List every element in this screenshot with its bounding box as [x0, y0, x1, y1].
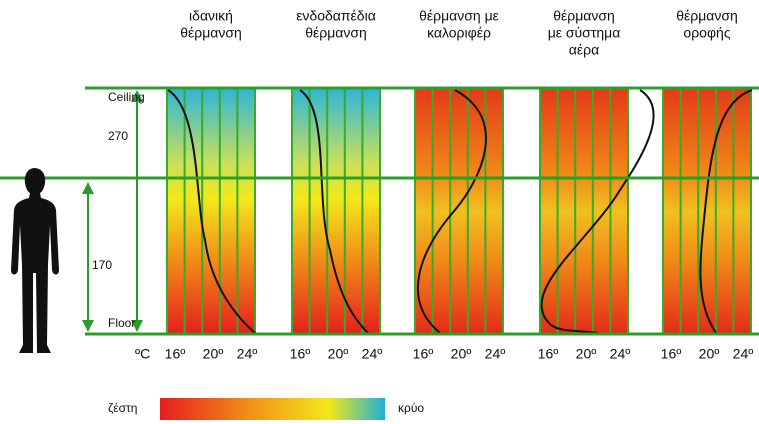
panels	[167, 89, 752, 334]
diagram: Ceiling 270 170 Floor ºC ζέστη κρύο ιδαν…	[0, 0, 759, 424]
scale-label: 20º	[576, 346, 597, 362]
heat-panel	[292, 89, 380, 334]
scale-label: 20º	[699, 346, 720, 362]
column-title: θέρμανση με	[419, 8, 499, 24]
column-title: ενδοδαπέδια	[296, 8, 376, 24]
scale-label: 20º	[451, 346, 472, 362]
scale-label: 24º	[733, 346, 754, 362]
column-title: καλοριφέρ	[427, 25, 491, 41]
heat-panel	[663, 89, 751, 334]
scale-label: 16º	[538, 346, 559, 362]
scale-label: 16º	[413, 346, 434, 362]
floor-label: Floor	[108, 316, 135, 330]
column-title: με σύστημα	[548, 25, 621, 41]
scale-label: 20º	[203, 346, 224, 362]
unit-label: ºC	[135, 346, 150, 362]
heat-panel	[415, 89, 503, 334]
scale-label: 16º	[165, 346, 186, 362]
legend-bar	[160, 398, 385, 420]
scale-label: 16º	[661, 346, 682, 362]
scale-label: 24º	[362, 346, 383, 362]
scale-label: 24º	[610, 346, 631, 362]
person-silhouette	[11, 168, 59, 353]
column-title: αέρα	[569, 42, 599, 58]
column-title: ιδανική	[189, 8, 233, 24]
person-height: 170	[92, 258, 112, 272]
column-title: θέρμανση	[676, 8, 738, 24]
heat-panel	[167, 89, 255, 334]
scale-label: 16º	[290, 346, 311, 362]
column-title: θέρμανση	[553, 8, 615, 24]
column-title: θέρμανση	[305, 25, 367, 41]
heat-panel	[540, 89, 628, 334]
column-title: οροφής	[683, 25, 730, 41]
legend-cold: κρύο	[398, 401, 424, 415]
column-title: θέρμανση	[180, 25, 242, 41]
legend-warm: ζέστη	[108, 401, 137, 415]
scale-label: 20º	[328, 346, 349, 362]
scale-label: 24º	[485, 346, 506, 362]
room-height: 270	[108, 129, 128, 143]
ceiling-label: Ceiling	[108, 90, 145, 104]
scale-label: 24º	[237, 346, 258, 362]
